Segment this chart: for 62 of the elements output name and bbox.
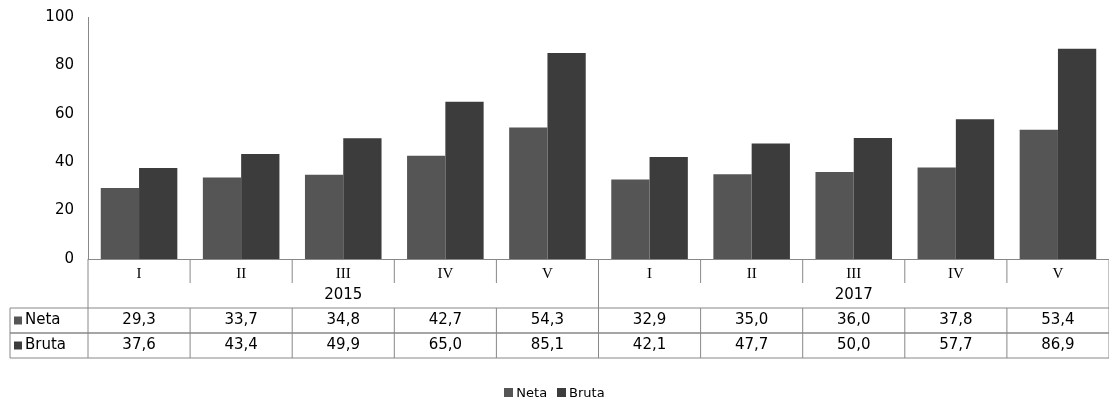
x-tick-label: IV <box>437 264 454 281</box>
bar <box>202 177 242 259</box>
y-tick-label: 80 <box>54 55 74 74</box>
x-tick-label: III <box>846 264 862 281</box>
x-tick-label: II <box>236 264 247 281</box>
data-label: 65,0 <box>428 335 463 354</box>
legend-label: Neta <box>25 310 61 329</box>
bar <box>713 174 752 259</box>
bar <box>509 127 548 259</box>
data-label: 54,3 <box>530 310 565 329</box>
bar <box>139 168 178 259</box>
x-tick-label: V <box>1052 264 1064 281</box>
x-tick-label: I <box>647 264 653 281</box>
x-tick-label: I <box>136 264 142 281</box>
bar <box>547 53 586 259</box>
data-label: 49,9 <box>326 335 360 354</box>
bar <box>241 153 280 259</box>
text: Bruta <box>569 385 605 400</box>
bar <box>100 188 140 259</box>
bar <box>955 119 995 259</box>
data-label: 35,0 <box>734 310 769 329</box>
bar <box>445 101 484 259</box>
data-label: 33,7 <box>224 310 258 329</box>
data-label: 42,1 <box>632 335 667 354</box>
data-label: 34,8 <box>326 310 360 329</box>
data-label: 50,0 <box>837 335 871 354</box>
bar <box>304 174 344 259</box>
text: Neta <box>516 385 548 400</box>
legend-label: Bruta <box>25 335 67 354</box>
data-label: 42,7 <box>428 310 463 329</box>
y-tick-label: 40 <box>54 152 74 171</box>
bar <box>649 157 688 259</box>
data-label: 32,9 <box>632 310 667 329</box>
bar <box>343 138 382 259</box>
bar <box>1019 129 1058 259</box>
data-label: 37,8 <box>939 310 973 329</box>
bar <box>815 171 854 259</box>
data-label: 53,4 <box>1041 310 1075 329</box>
text: 2015 <box>324 285 363 304</box>
data-label: 47,7 <box>734 335 769 354</box>
bar <box>1057 48 1097 259</box>
x-tick-label: III <box>335 264 351 281</box>
data-label: 86,9 <box>1041 335 1075 354</box>
data-label: 43,4 <box>224 335 258 354</box>
data-label: 85,1 <box>530 335 565 354</box>
bar <box>853 138 893 259</box>
data-label: 36,0 <box>837 310 871 329</box>
data-label: 29,3 <box>122 310 156 329</box>
y-tick-label: 0 <box>64 248 74 267</box>
x-tick-label: II <box>746 264 757 281</box>
data-label: 37,6 <box>122 335 156 354</box>
bar <box>917 167 956 259</box>
data-label: 57,7 <box>939 335 973 354</box>
y-tick-label: 60 <box>54 103 74 122</box>
text: 2017 <box>834 285 873 304</box>
y-tick-label: 100 <box>45 6 74 25</box>
bar <box>751 143 790 259</box>
bar <box>611 179 650 259</box>
bar <box>407 155 446 259</box>
x-tick-label: V <box>542 264 554 281</box>
y-tick-label: 20 <box>54 200 74 219</box>
x-tick-label: IV <box>947 264 964 281</box>
